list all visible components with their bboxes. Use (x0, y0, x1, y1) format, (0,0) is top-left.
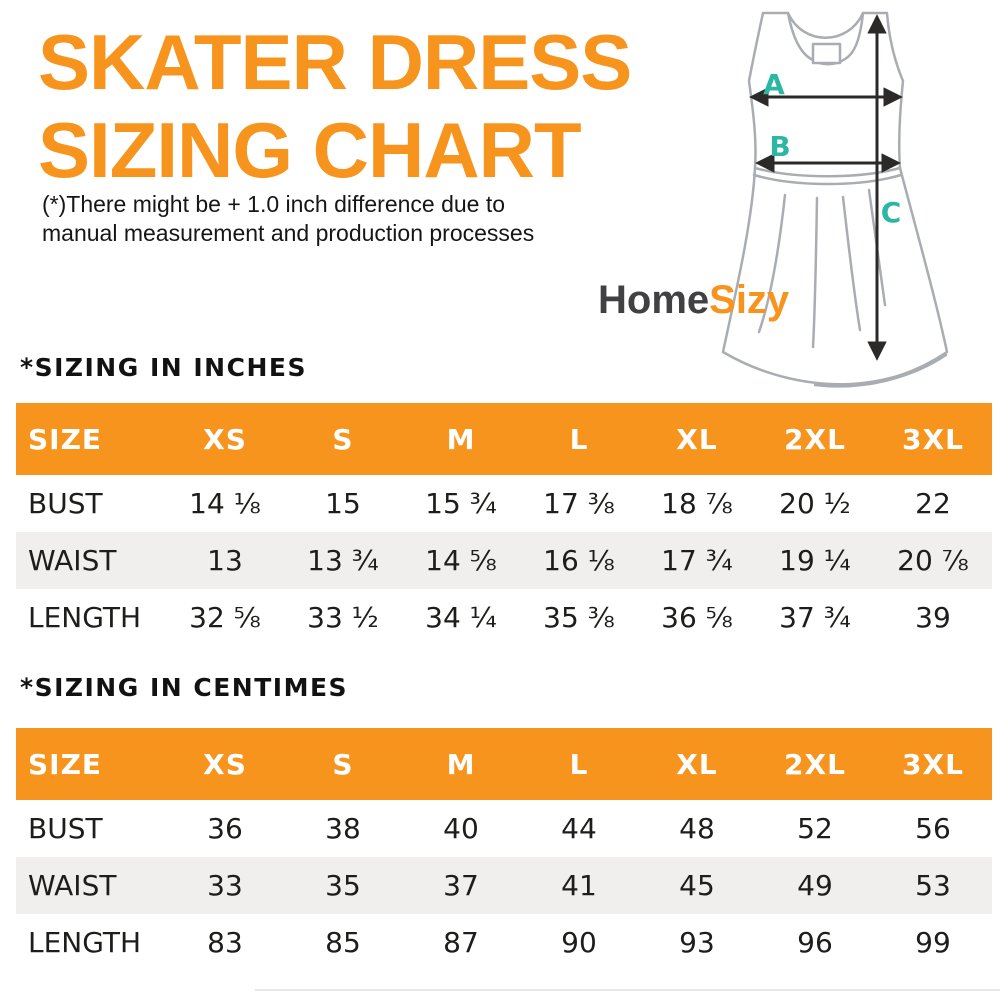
size-value: 32 ⅝ (189, 601, 261, 634)
column-header-l: L (569, 747, 589, 781)
size-value: 37 ¾ (779, 601, 851, 634)
skirt-fold-3 (841, 195, 862, 332)
column-header-3xl: 3XL (902, 747, 964, 781)
section-heading-inches: *SIZING IN INCHES (20, 353, 307, 382)
size-value: 48 (679, 812, 715, 845)
page-title: SKATER DRESS SIZING CHART (38, 18, 632, 194)
length-label: C (881, 196, 902, 229)
table-row-waist: WAIST 33 35 37 41 45 49 53 (16, 857, 992, 914)
disclaimer-line1: (*)There might be + 1.0 inch difference … (42, 191, 506, 217)
size-value: 96 (797, 926, 833, 959)
size-value: 87 (443, 926, 479, 959)
dress-measurement-diagram: A B C (655, 0, 965, 395)
row-label: WAIST (28, 869, 117, 902)
table-row-waist: WAIST 13 13 ¾ 14 ⅝ 16 ⅛ 17 ¾ 19 ¼ 20 ⅞ (16, 532, 992, 589)
column-header-xl: XL (676, 422, 718, 456)
column-header-l: L (569, 422, 589, 456)
table-header-row: SIZE XS S M L XL 2XL 3XL (16, 403, 992, 475)
size-value: 33 ½ (307, 601, 379, 634)
row-label: BUST (28, 812, 103, 845)
size-value: 16 ⅛ (543, 544, 615, 577)
size-value: 33 (207, 869, 243, 902)
size-value: 15 (325, 487, 361, 520)
column-header-s: S (332, 747, 354, 781)
row-label: BUST (28, 487, 103, 520)
size-value: 37 (443, 869, 479, 902)
size-value: 22 (915, 487, 951, 520)
size-value: 38 (325, 812, 361, 845)
size-value: 17 ⅜ (543, 487, 615, 520)
size-value: 93 (679, 926, 715, 959)
column-header-3xl: 3XL (902, 422, 964, 456)
page-title-line1: SKATER DRESS (38, 18, 632, 106)
size-value: 52 (797, 812, 833, 845)
size-value: 39 (915, 601, 951, 634)
column-header-m: M (446, 747, 476, 781)
size-value: 40 (443, 812, 479, 845)
column-header-size: SIZE (28, 422, 103, 456)
skirt-fold-2 (811, 196, 819, 349)
skirt-fold-1 (757, 193, 787, 334)
section-heading-centimeters: *SIZING IN CENTIMES (20, 673, 349, 702)
size-value: 14 ⅛ (189, 487, 261, 520)
column-header-2xl: 2XL (784, 747, 846, 781)
sizing-table-centimeters: SIZE XS S M L XL 2XL 3XL BUST 36 38 40 44 48 52 56 WAIST… (16, 728, 992, 971)
table-row-bust: BUST 36 38 40 44 48 52 56 (16, 800, 992, 857)
size-value: 20 ½ (779, 487, 851, 520)
brand-logo: HomeSizy (598, 278, 789, 323)
brand-logo-sizy: Sizy (709, 278, 790, 322)
size-value: 19 ¼ (779, 544, 851, 577)
size-value: 53 (915, 869, 951, 902)
column-header-xs: XS (203, 747, 247, 781)
size-value: 36 ⅝ (661, 601, 733, 634)
size-value: 17 ¾ (661, 544, 733, 577)
column-header-2xl: 2XL (784, 422, 846, 456)
partial-row-divider (255, 989, 1000, 991)
size-value: 45 (679, 869, 715, 902)
size-value: 18 ⅞ (661, 487, 733, 520)
size-value: 36 (207, 812, 243, 845)
size-value: 85 (325, 926, 361, 959)
column-header-s: S (332, 422, 354, 456)
size-value: 41 (561, 869, 597, 902)
table-row-bust: BUST 14 ⅛ 15 15 ¾ 17 ⅜ 18 ⅞ 20 ½ 22 (16, 475, 992, 532)
size-value: 44 (561, 812, 597, 845)
dress-illustration: A B C (721, 11, 949, 388)
column-header-xs: XS (203, 422, 247, 456)
table-header-row: SIZE XS S M L XL 2XL 3XL (16, 728, 992, 800)
size-value: 90 (561, 926, 597, 959)
size-value: 20 ⅞ (897, 544, 969, 577)
row-label: LENGTH (28, 601, 142, 634)
size-value: 35 (325, 869, 361, 902)
size-value: 83 (207, 926, 243, 959)
column-header-xl: XL (676, 747, 718, 781)
size-value: 13 ¾ (307, 544, 379, 577)
size-value: 56 (915, 812, 951, 845)
size-value: 49 (797, 869, 833, 902)
column-header-size: SIZE (28, 747, 103, 781)
size-value: 34 ¼ (425, 601, 497, 634)
size-value: 13 (207, 544, 243, 577)
bust-label: A (763, 68, 785, 101)
neck-tag (811, 42, 842, 65)
size-value: 35 ⅜ (543, 601, 615, 634)
disclaimer-note: (*)There might be + 1.0 inch difference … (42, 190, 534, 248)
waist-label: B (769, 130, 790, 163)
row-label: LENGTH (28, 926, 142, 959)
column-header-m: M (446, 422, 476, 456)
back-neckline (786, 11, 865, 39)
table-row-length: LENGTH 83 85 87 90 93 96 99 (16, 914, 992, 971)
sizing-table-inches: SIZE XS S M L XL 2XL 3XL BUST 14 ⅛ 15 15 ¾ 17 ⅜ 18 ⅞ 2… (16, 403, 992, 646)
size-value: 99 (915, 926, 951, 959)
table-row-length: LENGTH 32 ⅝ 33 ½ 34 ¼ 35 ⅜ 36 ⅝ 37 ¾ 39 (16, 589, 992, 646)
under-hem-line (813, 353, 948, 388)
size-value: 14 ⅝ (425, 544, 497, 577)
row-label: WAIST (28, 544, 117, 577)
dress-outline (721, 11, 949, 386)
size-value: 15 ¾ (425, 487, 497, 520)
page-title-line2: SIZING CHART (38, 106, 582, 194)
disclaimer-line2: manual measurement and production proces… (42, 220, 535, 246)
brand-logo-home: Home (598, 278, 710, 322)
